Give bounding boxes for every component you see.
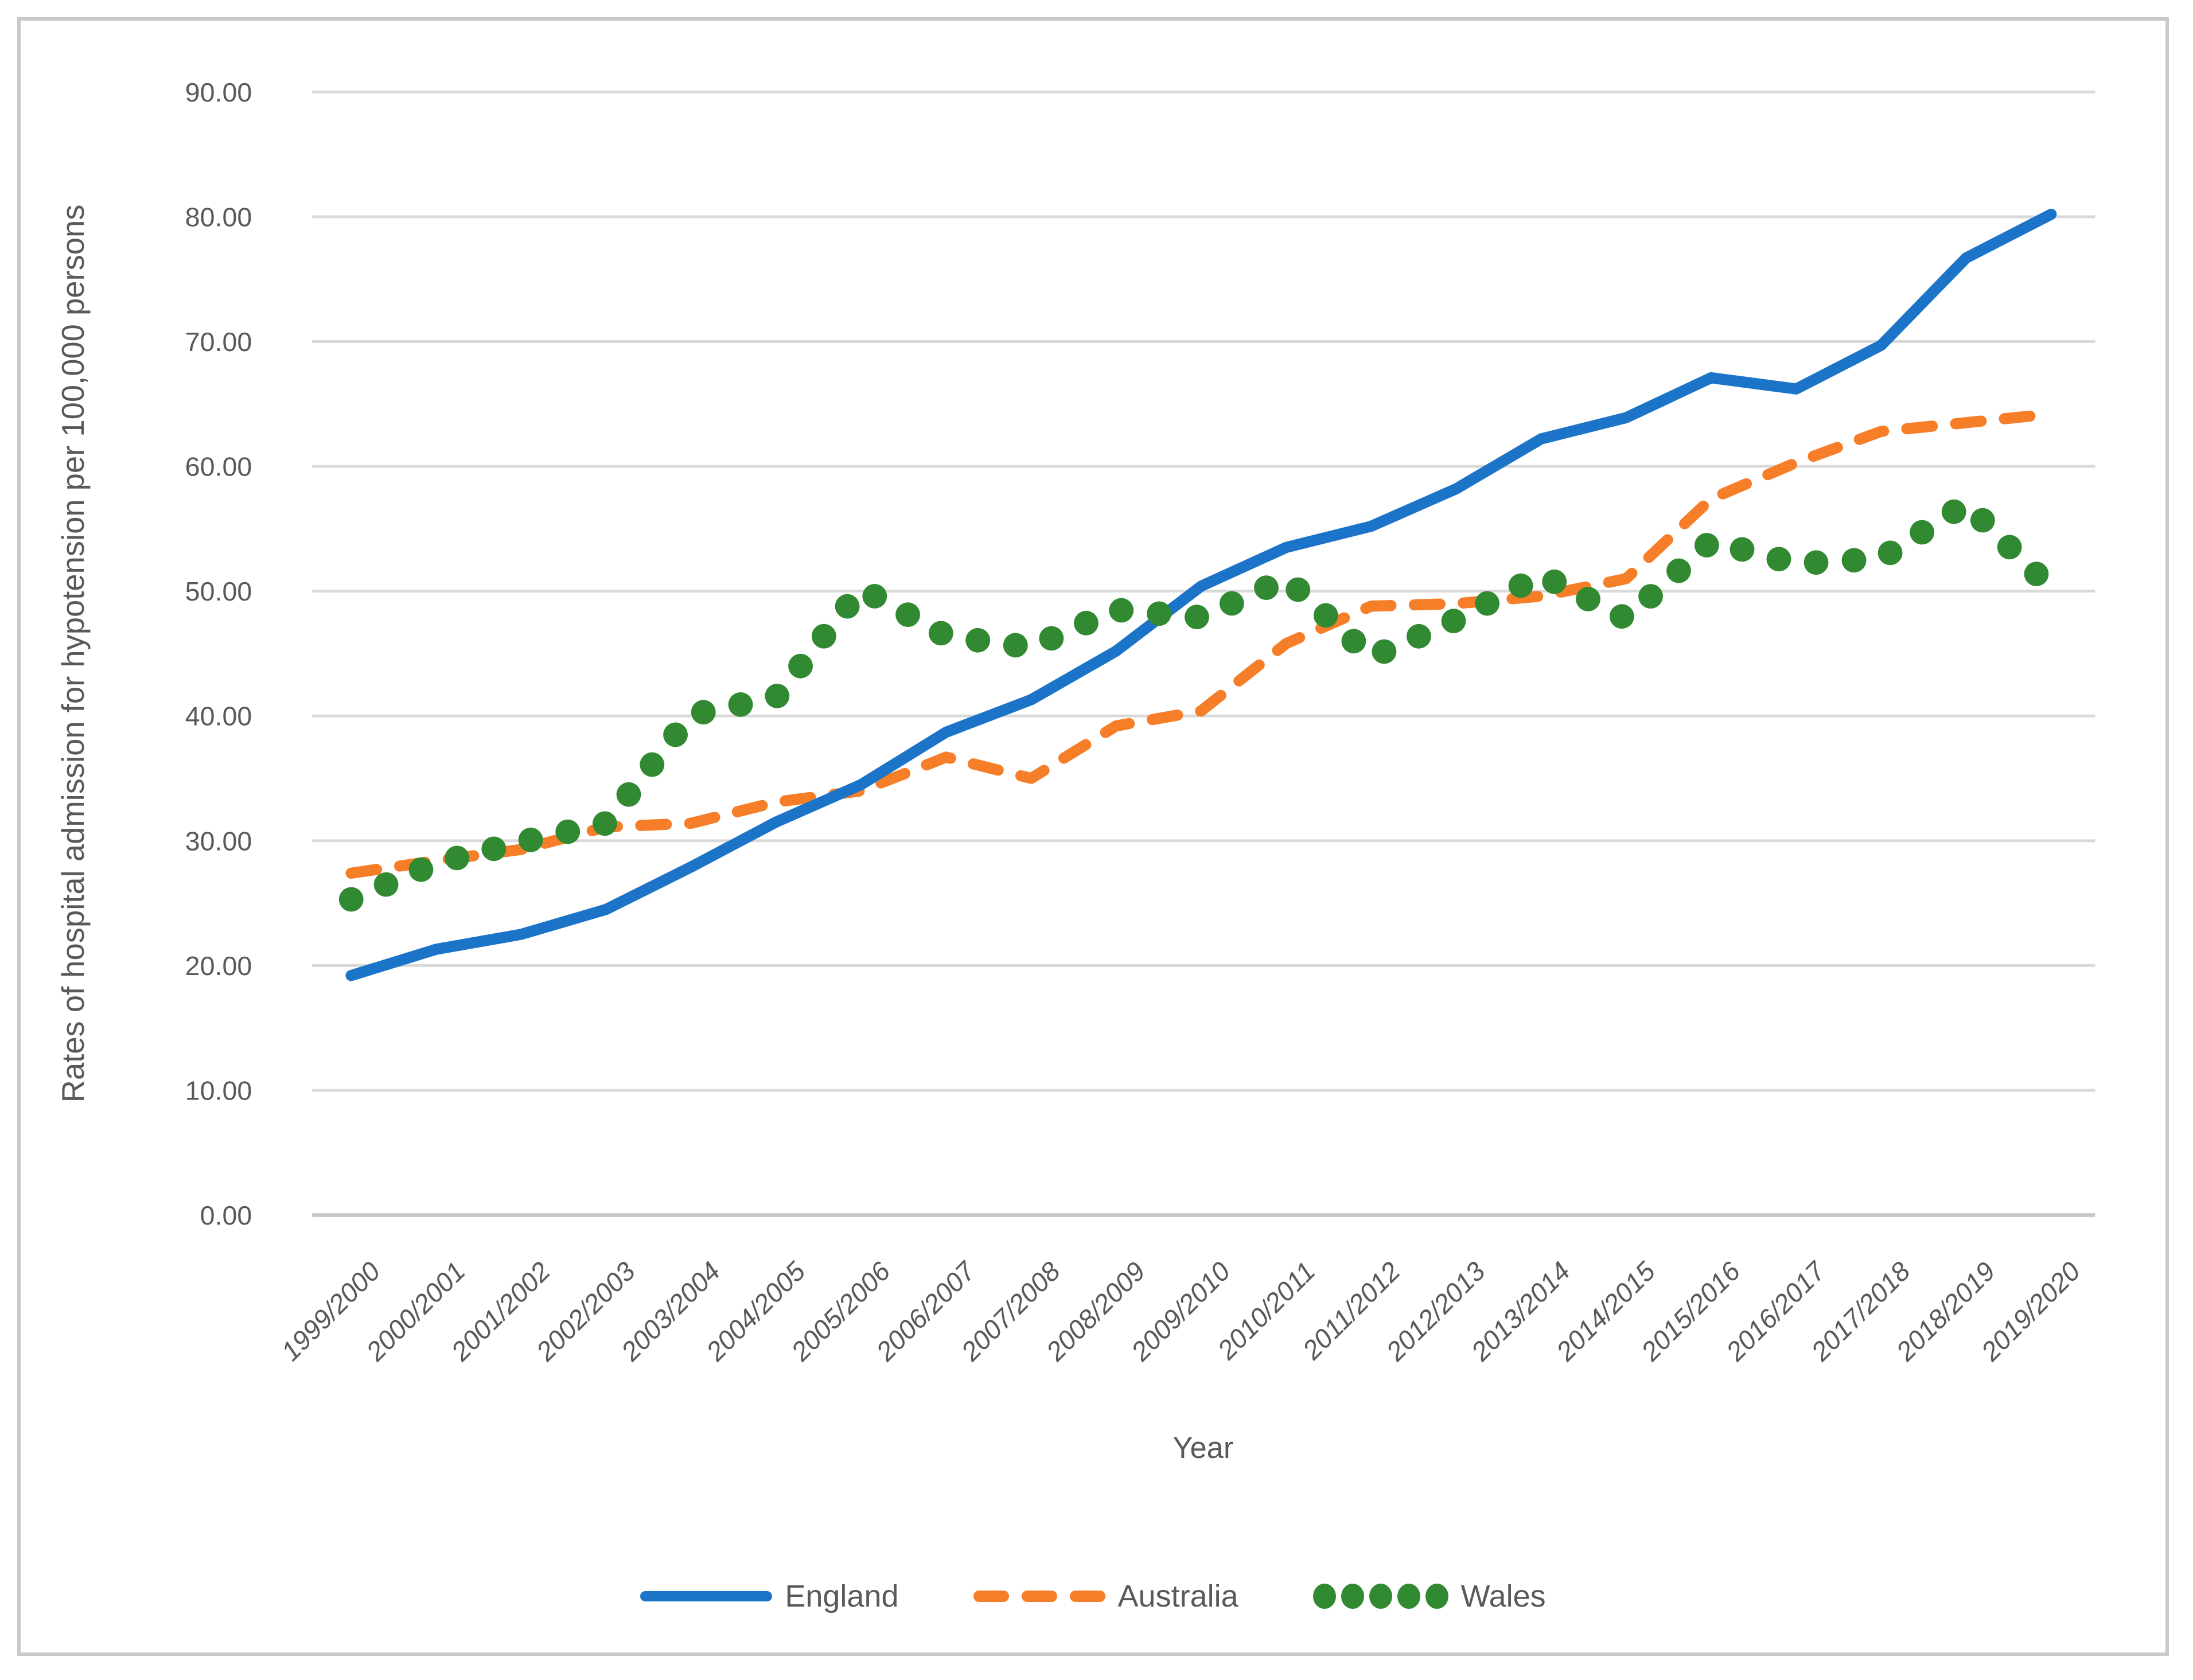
y-tick-label: 20.00 bbox=[185, 951, 252, 981]
y-tick-label: 10.00 bbox=[185, 1075, 252, 1105]
legend-item-australia: Australia bbox=[973, 1581, 1238, 1612]
legend-item-england: England bbox=[640, 1579, 899, 1613]
y-tick-label: 90.00 bbox=[185, 77, 252, 107]
legend-item-wales: Wales bbox=[1312, 1579, 1546, 1613]
legend-dashed-line-marker bbox=[973, 1591, 1105, 1602]
england-line bbox=[345, 208, 2057, 981]
dash-icon bbox=[1069, 1591, 1105, 1602]
dash-icon bbox=[1021, 1591, 1057, 1602]
y-tick-label: 70.00 bbox=[185, 327, 252, 357]
x-axis-title: Year bbox=[1173, 1432, 1233, 1465]
dash-icon bbox=[973, 1591, 1009, 1602]
y-tick-label: 50.00 bbox=[185, 576, 252, 606]
series-lines bbox=[338, 208, 2064, 981]
legend-solid-line-marker bbox=[640, 1591, 773, 1601]
dot-icon bbox=[1369, 1584, 1392, 1609]
y-tick-label: 40.00 bbox=[185, 701, 252, 731]
gridlines bbox=[312, 90, 2095, 1217]
legend-dotted-line-marker bbox=[1312, 1584, 1448, 1609]
plot-area: 0.00 10.00 20.00 30.00 40.00 50.00 60.00 70.00 8… bbox=[56, 77, 2095, 1465]
chart-frame: 0.00 10.00 20.00 30.00 40.00 50.00 60.00 70.00 8… bbox=[17, 17, 2169, 1656]
y-tick-label: 30.00 bbox=[185, 826, 252, 856]
dot-icon bbox=[1312, 1584, 1336, 1609]
y-tick-label: 0.00 bbox=[200, 1200, 252, 1230]
dot-icon bbox=[1397, 1584, 1420, 1609]
y-tick-label: 60.00 bbox=[185, 452, 252, 482]
x-axis-tick-labels: 1999/20002000/20012001/20022002/20032003… bbox=[275, 1255, 2086, 1367]
legend: England Australia Wales bbox=[21, 1581, 2165, 1612]
dot-icon bbox=[1341, 1584, 1364, 1609]
y-tick-label: 80.00 bbox=[185, 202, 252, 232]
legend-label: Australia bbox=[1117, 1579, 1238, 1613]
wales-line bbox=[338, 491, 2064, 912]
legend-label: Wales bbox=[1460, 1579, 1546, 1613]
legend-label: England bbox=[785, 1579, 899, 1613]
dot-icon bbox=[1425, 1584, 1448, 1609]
y-axis-tick-labels: 0.00 10.00 20.00 30.00 40.00 50.00 60.00 70.00 8… bbox=[185, 77, 252, 1230]
australia-line bbox=[345, 408, 2057, 879]
y-axis-title: Rates of hospital admission for hypotens… bbox=[56, 205, 91, 1103]
